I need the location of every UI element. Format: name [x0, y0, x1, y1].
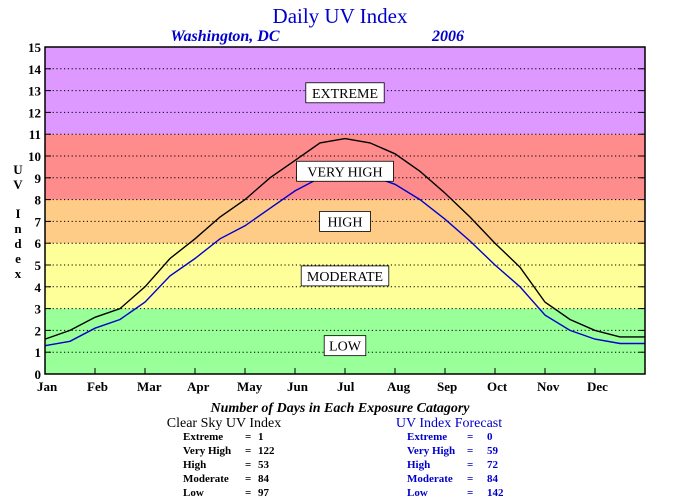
y-label-letter: e	[15, 251, 21, 266]
stat-label: Very High	[407, 445, 455, 457]
y-tick-label: 7	[35, 214, 42, 229]
stat-label: Moderate	[407, 473, 453, 485]
stat-label: Low	[407, 487, 428, 499]
y-tick-label: 14	[28, 62, 42, 77]
x-tick-label-may: May	[237, 379, 263, 394]
x-tick-label-aug: Aug	[387, 379, 411, 394]
forecast-stats: Extreme = 0 Very High = 59 High = 72 Moderate = 84 L…	[407, 431, 504, 499]
y-tick-label: 6	[35, 236, 42, 251]
stat-value: 1	[258, 431, 264, 443]
stat-equals: =	[245, 473, 251, 485]
clear-sky-heading: Clear Sky UV Index	[167, 416, 281, 431]
stat-equals: =	[467, 487, 473, 499]
y-tick-label: 9	[35, 171, 42, 186]
stat-value: 84	[258, 473, 270, 485]
stat-value: 53	[258, 459, 270, 471]
y-label-letter: V	[13, 177, 23, 192]
stat-equals: =	[467, 473, 473, 485]
stat-value: 97	[258, 487, 270, 499]
band-label-moderate: MODERATE	[307, 270, 383, 285]
y-label-letter: n	[14, 221, 22, 236]
forecast-heading: UV Index Forecast	[396, 416, 502, 431]
x-axis-ticks: Jan Feb Mar Apr May Jun Jul Aug Sep Oct Nov Dec	[37, 368, 608, 394]
band-label-box-low	[323, 335, 367, 357]
band-label-high: HIGH	[328, 215, 363, 230]
y-tick-label: 8	[35, 193, 42, 208]
stat-value: 142	[487, 487, 504, 499]
stat-label: High	[183, 459, 206, 471]
x-tick-label-feb: Feb	[87, 379, 108, 394]
x-tick-label-apr: Apr	[187, 379, 210, 394]
x-tick-label-sep: Sep	[437, 379, 457, 394]
clear-sky-uv-line	[44, 137, 645, 340]
band-label-box-moderate	[300, 265, 390, 287]
x-tick-label-dec: Dec	[587, 379, 608, 394]
stat-equals: =	[245, 431, 251, 443]
chart-subtitle-year: 2006	[431, 28, 464, 45]
stat-value: 72	[487, 459, 499, 471]
y-label-letter: d	[14, 236, 22, 251]
y-label-letter: U	[13, 162, 23, 177]
y-tick-label: 11	[29, 127, 41, 142]
x-tick-label-jun: Jun	[287, 379, 309, 394]
y-tick-label: 12	[28, 105, 41, 120]
stat-label: Extreme	[407, 431, 447, 443]
x-tick-label-jan: Jan	[37, 379, 58, 394]
stat-equals: =	[245, 445, 251, 457]
stat-value: 122	[258, 445, 275, 457]
stat-equals: =	[245, 459, 251, 471]
chart-title: Daily UV Index	[273, 4, 408, 28]
y-tick-label: 1	[35, 345, 42, 360]
stat-label: Low	[183, 487, 204, 499]
x-tick-label-jul: Jul	[337, 379, 355, 394]
clear-sky-stats: Extreme = 1 Very High = 122 High = 53 Moderate = 84…	[183, 431, 275, 499]
y-label-letter: x	[15, 266, 22, 281]
band-label-box-very-high	[296, 160, 394, 182]
band-label-box-extreme	[305, 82, 385, 104]
stat-label: High	[407, 459, 430, 471]
chart-subtitle-location: Washington, DC	[170, 28, 279, 45]
band-labels: LOW MODERATE HIGH VERY HIGH EXTREME	[296, 82, 394, 357]
y-tick-label: 15	[28, 40, 42, 55]
stat-value: 59	[487, 445, 499, 457]
band-label-extreme: EXTREME	[312, 87, 378, 102]
stat-equals: =	[467, 431, 473, 443]
y-tick-label: 4	[35, 280, 42, 295]
stat-label: Very High	[183, 445, 231, 457]
x-tick-label-oct: Oct	[487, 379, 508, 394]
band-label-very-high: VERY HIGH	[307, 165, 382, 180]
summary-title: Number of Days in Each Exposure Catagory	[209, 401, 470, 416]
y-tick-label: 3	[35, 302, 42, 317]
stat-equals: =	[467, 445, 473, 457]
y-tick-label: 2	[35, 323, 42, 338]
stat-value: 84	[487, 473, 499, 485]
y-tick-label: 0	[35, 367, 42, 382]
y-tick-label: 13	[28, 84, 42, 99]
stat-label: Extreme	[183, 431, 223, 443]
stat-value: 0	[487, 431, 493, 443]
stat-label: Moderate	[183, 473, 229, 485]
x-tick-label-mar: Mar	[137, 379, 162, 394]
band-label-low: LOW	[329, 340, 362, 355]
y-label-letter: I	[15, 206, 20, 221]
stat-equals: =	[245, 487, 251, 499]
stat-equals: =	[467, 459, 473, 471]
y-tick-label: 5	[35, 258, 42, 273]
x-tick-label-nov: Nov	[537, 379, 560, 394]
band-label-box-high	[319, 210, 371, 232]
y-tick-label: 10	[28, 149, 41, 164]
